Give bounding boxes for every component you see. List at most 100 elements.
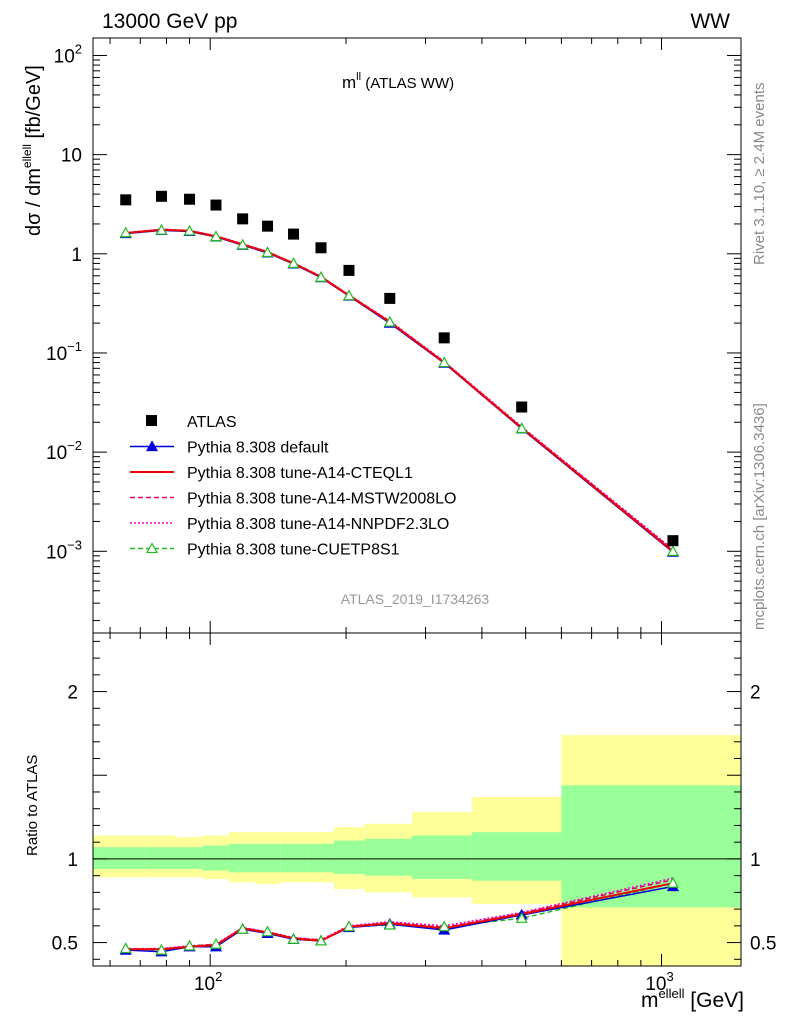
ratio-point-cuetp8s1: [438, 920, 451, 932]
series-point-cuetp8s1: [119, 226, 132, 238]
main-y-tick-exp: −1: [67, 339, 82, 354]
ratio-point-cuetp8s1: [342, 920, 355, 932]
main-y-tick-label: 10−3: [46, 537, 82, 563]
x-tick-base: 10: [645, 974, 666, 995]
main-y-tick-label: 10−2: [46, 438, 82, 464]
atlas-data-point: [343, 264, 355, 276]
ratio-y-tick-label-right: 0.5: [750, 934, 776, 955]
uncertainty-band-inner: [280, 843, 308, 873]
legend-label-atlas: ATLAS: [187, 414, 237, 431]
uncertainty-band-inner: [176, 847, 203, 869]
uncertainty-band-inner: [93, 847, 146, 869]
legend-label-mstw: Pythia 8.308 tune-A14-MSTW2008LO: [187, 491, 456, 508]
uncertainty-band-inner: [228, 843, 256, 873]
main-y-tick-label: 102: [54, 41, 82, 67]
atlas-data-point: [210, 199, 222, 211]
main-y-tick-base: 10: [46, 443, 67, 464]
atlas-data-point: [120, 194, 132, 206]
main-y-tick-label: 10: [61, 146, 82, 167]
ratio-y-tick-label-left: 1: [67, 850, 78, 871]
legend-label-cuetp8s1: Pythia 8.308 tune-CUETP8S1: [187, 542, 400, 559]
uncertainty-band-inner: [561, 785, 741, 908]
ratio-y-tick-label-right: 1: [750, 850, 761, 871]
series-point-cuetp8s1: [314, 271, 328, 282]
uncertainty-band-inner: [202, 845, 229, 871]
main-y-tick-exp: −2: [67, 438, 82, 453]
atlas-data-point: [516, 401, 528, 413]
x-axis-label: mellell [GeV]: [641, 986, 744, 1012]
series-point-cuetp8s1: [155, 223, 168, 235]
series-point-cuetp8s1: [438, 356, 451, 368]
ratio-plot: [93, 735, 741, 966]
ratio-point-cuetp8s1: [383, 918, 396, 930]
x-tick-label: 103: [645, 969, 673, 995]
series-point-cuetp8s1: [515, 422, 528, 434]
uncertainty-band-inner: [255, 843, 281, 873]
atlas-data-point: [155, 190, 167, 202]
x-tick-exp: 2: [215, 969, 222, 984]
atlas-data-point: [384, 292, 396, 304]
main-y-tick-base: 10: [54, 46, 75, 67]
ratio-point-cuetp8s1: [261, 925, 274, 937]
main-y-axis-label: dσ / dmellell [fb/GeV]: [20, 65, 45, 236]
ratio-point-cuetp8s1: [119, 942, 132, 954]
legend-label-cteql1: Pythia 8.308 tune-A14-CTEQL1: [187, 465, 413, 482]
ratio-y-axis-label: Ratio to ATLAS: [24, 755, 41, 856]
atlas-data-point: [315, 242, 327, 254]
uncertainty-band-inner: [364, 838, 413, 876]
uncertainty-band-inner: [412, 835, 472, 879]
legend-label-default: Pythia 8.308 default: [187, 440, 329, 457]
ratio-point-cuetp8s1: [314, 934, 328, 946]
ratio-point-cuetp8s1: [183, 939, 196, 951]
atlas-data-point: [438, 332, 450, 344]
main-y-tick-base: 10: [46, 542, 67, 563]
legend: ATLAS Pythia 8.308 default Pythia 8.308 tu…: [130, 414, 456, 559]
ratio-y-tick-label-left: 2: [67, 683, 78, 704]
series-point-cuetp8s1: [287, 257, 300, 269]
uncertainty-band-inner: [145, 847, 177, 869]
main-y-tick-exp: −3: [67, 537, 82, 552]
ratio-point-cuetp8s1: [287, 932, 300, 944]
legend-marker-cuetp8s1: [145, 542, 159, 554]
x-tick-base: 10: [194, 974, 215, 995]
legend-marker-atlas: [146, 415, 157, 426]
series-point-cuetp8s1: [342, 289, 355, 301]
series-point-cuetp8s1: [383, 315, 396, 327]
ratio-y-tick-label-right: 2: [750, 683, 761, 704]
header-right: WW: [690, 10, 730, 33]
header-left: 13000 GeV pp: [102, 10, 237, 33]
ratio-point-cuetp8s1: [155, 943, 168, 955]
main-y-tick-label: 10−1: [46, 339, 82, 365]
main-y-tick-exp: 2: [75, 41, 82, 56]
atlas-data-point: [184, 193, 196, 205]
x-tick-label: 102: [194, 969, 222, 995]
atlas-data-point: [288, 228, 300, 240]
series-point-cuetp8s1: [261, 246, 274, 258]
uncertainty-band-inner: [333, 840, 365, 874]
main-plot: [119, 190, 679, 557]
main-y-tick-base: 10: [61, 146, 82, 167]
main-y-tick-base: 10: [46, 344, 67, 365]
ratio-frame: [92, 632, 742, 967]
series-point-cuetp8s1: [236, 238, 249, 250]
series-point-cuetp8s1: [209, 230, 222, 242]
ratio-point-cuetp8s1: [666, 876, 679, 888]
series-point-cuetp8s1: [183, 224, 196, 236]
uncertainty-band-inner: [307, 843, 334, 873]
main-y-tick-base: 1: [71, 245, 82, 266]
series-point-cuetp8s1: [666, 545, 679, 556]
rivet-version-label: Rivet 3.1.10, ≥ 2.4M events: [751, 83, 768, 266]
ratio-y-tick-label-left: 0.5: [52, 934, 78, 955]
ratio-point-cuetp8s1: [515, 912, 528, 923]
legend-marker-default: [145, 440, 159, 452]
atlas-data-point: [667, 535, 679, 547]
ratio-point-cuetp8s1: [209, 938, 222, 949]
atlas-data-point: [262, 220, 274, 232]
uncertainty-band-inner: [471, 832, 562, 881]
analysis-watermark: ATLAS_2019_I1734263: [341, 591, 490, 607]
ratio-point-cuetp8s1: [236, 922, 249, 934]
x-tick-exp: 3: [666, 969, 673, 984]
legend-label-nnpdf: Pythia 8.308 tune-A14-NNPDF2.3LO: [187, 516, 449, 533]
